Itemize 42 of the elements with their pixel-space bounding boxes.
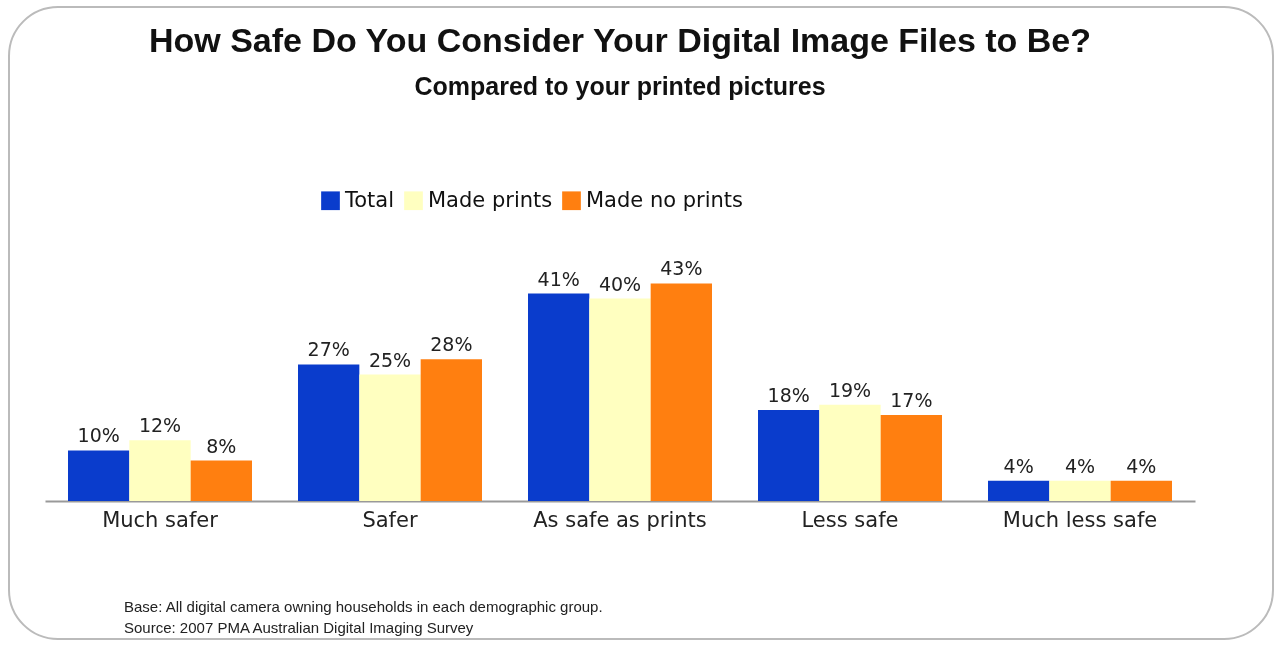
- bar: [1049, 480, 1111, 501]
- legend-label: Made no prints: [586, 187, 744, 212]
- data-label: 19%: [828, 378, 872, 401]
- bar: [359, 374, 421, 501]
- data-label: 27%: [307, 338, 350, 361]
- bar: [190, 460, 252, 501]
- data-label: 4%: [1126, 454, 1157, 477]
- data-label: 43%: [660, 257, 703, 280]
- data-label: 10%: [77, 424, 120, 447]
- chart-subtitle: Compared to your printed pictures: [414, 72, 826, 100]
- bar: [880, 414, 942, 501]
- data-label: 25%: [368, 348, 412, 371]
- bar: [298, 364, 360, 501]
- bar: [1110, 480, 1172, 501]
- x-tick-label: As safe as prints: [533, 507, 707, 532]
- bar: [819, 404, 881, 501]
- data-label: 17%: [890, 388, 933, 411]
- data-label: 4%: [1064, 454, 1096, 477]
- legend-label: Total: [344, 187, 395, 212]
- x-tick-label: Much safer: [102, 507, 219, 532]
- data-label: 4%: [1003, 454, 1034, 477]
- bar: [528, 293, 590, 501]
- bar: [758, 409, 820, 501]
- chart-title: How Safe Do You Consider Your Digital Image Files to Be?: [148, 21, 1092, 59]
- bar: [68, 450, 130, 501]
- source-note: Source: 2007 PMA Australian Digital Imaging Survey: [124, 618, 475, 638]
- data-label: 18%: [767, 383, 810, 406]
- bar: [650, 283, 712, 501]
- data-label: 40%: [598, 272, 642, 295]
- bar: [589, 298, 651, 501]
- bar: [420, 359, 482, 501]
- x-tick-label: Less safe: [801, 507, 899, 532]
- x-tick-label: Safer: [362, 507, 418, 532]
- text: Base: All digital camera owning households in each demographic group.: [124, 597, 603, 617]
- bar: [988, 480, 1050, 501]
- bar: [129, 440, 191, 501]
- data-label: 41%: [537, 267, 580, 290]
- legend-label: Made prints: [428, 187, 553, 212]
- data-label: 12%: [138, 414, 182, 437]
- data-label: 8%: [206, 434, 237, 457]
- x-tick-label: Much less safe: [1002, 507, 1158, 532]
- data-label: 28%: [430, 333, 473, 356]
